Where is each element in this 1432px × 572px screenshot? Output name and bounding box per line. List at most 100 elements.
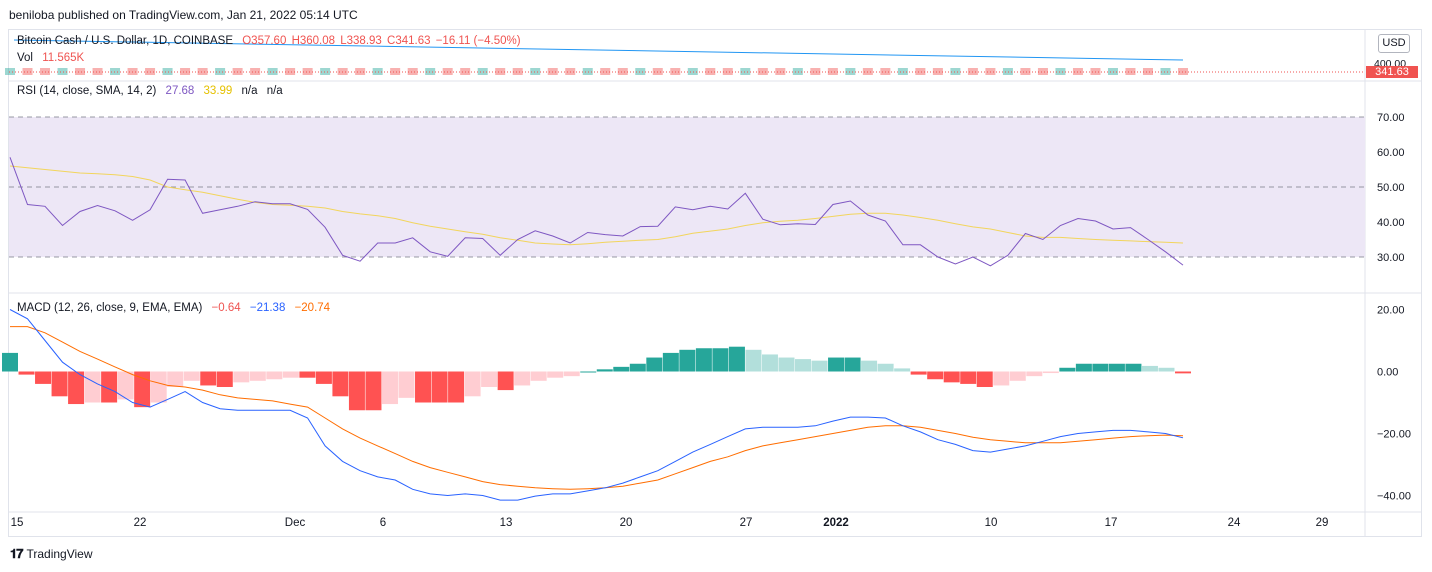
- currency-button[interactable]: USD: [1378, 34, 1410, 53]
- macd-histogram-bar: [1125, 363, 1142, 372]
- volume-bar: [1142, 68, 1153, 75]
- ohlc-open: O357.60: [242, 35, 287, 47]
- macd-histogram-bar: [1175, 371, 1191, 374]
- volume-bar: [932, 68, 943, 75]
- macd-histogram-bar: [1092, 363, 1109, 372]
- macd-signal-value: −20.74: [294, 302, 331, 314]
- macd-histogram-bar: [530, 371, 547, 381]
- macd-line-value: −21.38: [249, 302, 286, 314]
- volume-bar: [215, 68, 226, 75]
- time-axis-label: 22: [134, 517, 147, 529]
- macd-histogram-bar: [51, 371, 68, 397]
- macd-histogram-bar: [365, 371, 382, 411]
- chart-frame[interactable]: [8, 29, 1422, 537]
- macd-histogram-bar: [993, 371, 1010, 386]
- macd-histogram-bar: [167, 371, 184, 387]
- macd-histogram-bar: [1042, 371, 1059, 374]
- macd-tick-label: 20.00: [1377, 305, 1405, 317]
- time-axis-label: 6: [380, 517, 386, 529]
- macd-histogram-bar: [596, 369, 613, 372]
- volume-bar: [1160, 68, 1171, 75]
- volume-bar: [1055, 68, 1066, 75]
- volume-bar: [530, 68, 541, 75]
- volume-bar: [285, 68, 296, 75]
- macd-histogram-bar: [844, 357, 861, 372]
- volume-bar: [582, 68, 593, 75]
- macd-histogram-bar: [761, 354, 778, 372]
- macd-histogram-bar: [266, 371, 283, 380]
- macd-histogram-bar: [315, 371, 332, 384]
- macd-histogram-bar: [150, 371, 167, 403]
- volume-bar: [740, 68, 751, 75]
- volume-bar: [705, 68, 716, 75]
- volume-bar: [477, 68, 488, 75]
- macd-histogram-bar: [778, 357, 795, 372]
- volume-legend: Vol 11.565K: [17, 52, 90, 64]
- volume-bar: [600, 68, 611, 75]
- volume-bar: [57, 68, 68, 75]
- macd-histogram-bar: [68, 371, 85, 405]
- macd-histogram-bar: [117, 371, 134, 400]
- price-trendline: [13, 39, 1184, 61]
- volume-bar: [687, 68, 698, 75]
- macd-histogram-bar: [134, 371, 151, 408]
- rsi-tick-label: 40.00: [1377, 217, 1405, 229]
- tradingview-logo-icon: 𝟏𝟕: [10, 546, 24, 561]
- volume-bar: [320, 68, 331, 75]
- macd-histogram-bar: [728, 346, 745, 372]
- macd-histogram-bar: [927, 371, 944, 380]
- footer-brand[interactable]: 𝟏𝟕 TradingView: [10, 546, 93, 562]
- volume-bar: [950, 68, 961, 75]
- macd-histogram-bar: [894, 368, 911, 372]
- volume-bar: [180, 68, 191, 75]
- time-axis-label: 13: [500, 517, 513, 529]
- macd-histogram-bar: [811, 360, 828, 372]
- volume-label: Vol: [17, 52, 33, 64]
- macd-histogram-bar: [1026, 371, 1043, 377]
- macd-histogram-bar: [514, 371, 531, 386]
- volume-bar: [372, 68, 383, 75]
- macd-histogram-bar: [415, 371, 432, 403]
- rsi-value: 27.68: [165, 85, 195, 97]
- symbol-label[interactable]: Bitcoin Cash / U.S. Dollar, 1D, COINBASE: [17, 35, 234, 47]
- rsi-sma-value: 33.99: [203, 85, 233, 97]
- macd-histogram-bar: [1075, 363, 1092, 372]
- macd-histogram-bar: [299, 371, 316, 378]
- rsi-tick-label: 60.00: [1377, 147, 1405, 159]
- macd-histogram-bar: [18, 371, 35, 375]
- price-candles: [5, 68, 1188, 75]
- macd-histogram-bar: [646, 357, 663, 372]
- volume-bar: [267, 68, 278, 75]
- time-axis-label: 10: [985, 517, 998, 529]
- volume-bar: [792, 68, 803, 75]
- time-axis-label: 27: [740, 517, 753, 529]
- macd-histogram-bar: [497, 371, 514, 391]
- time-axis-label: Dec: [285, 517, 306, 529]
- macd-histogram-bar: [183, 371, 200, 381]
- volume-bar: [1020, 68, 1031, 75]
- volume-bar: [1125, 68, 1136, 75]
- last-price-tag: 341.63: [1366, 66, 1418, 78]
- volume-bar: [1002, 68, 1013, 75]
- macd-label[interactable]: MACD (12, 26, close, 9, EMA, EMA): [17, 302, 203, 314]
- macd-legend: MACD (12, 26, close, 9, EMA, EMA) −0.64 …: [17, 302, 336, 314]
- macd-histogram-bar: [1141, 365, 1158, 372]
- volume-bar: [617, 68, 628, 75]
- volume-bar: [1107, 68, 1118, 75]
- rsi-tick-label: 50.00: [1377, 182, 1405, 194]
- macd-histogram-bar: [629, 363, 646, 372]
- rsi-line: [9, 157, 1184, 267]
- macd-histogram-bar: [712, 348, 729, 372]
- macd-histogram-bar: [216, 371, 233, 387]
- time-axis-label: 20: [620, 517, 633, 529]
- macd-histogram-bar: [679, 349, 696, 372]
- macd-histogram-bar: [563, 371, 580, 377]
- rsi-extra-2: n/a: [266, 85, 283, 97]
- rsi-label[interactable]: RSI (14, close, SMA, 14, 2): [17, 85, 157, 97]
- footer-brand-label: TradingView: [26, 547, 93, 561]
- macd-histogram-bar: [1059, 367, 1076, 372]
- macd-histogram-bar: [547, 371, 564, 378]
- macd-histogram-bar: [613, 366, 630, 372]
- macd-histogram-bar: [662, 352, 679, 372]
